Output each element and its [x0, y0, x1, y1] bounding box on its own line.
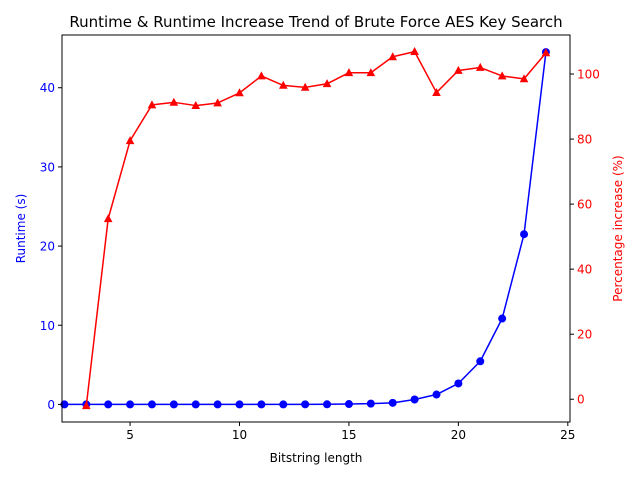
percentage-point [541, 48, 551, 57]
y-axis-left: 0 10 20 30 40 [40, 81, 62, 412]
percentage-point [191, 100, 201, 109]
percentage-point [147, 100, 157, 109]
runtime-point [520, 230, 529, 239]
percentage-point [257, 71, 266, 80]
percentage-point [81, 401, 91, 410]
percentage-point [213, 98, 222, 107]
y-left-tick-label: 30 [40, 160, 55, 174]
runtime-series-line [64, 52, 547, 406]
percentage-point [454, 65, 463, 74]
x-axis-label: Bitstring length [270, 451, 363, 465]
y-right-tick-label: 40 [577, 263, 592, 277]
x-axis: 5 10 15 20 25 [126, 422, 575, 442]
y-right-tick-label: 60 [577, 198, 592, 212]
runtime-point [301, 400, 310, 409]
plot-marks [60, 46, 551, 410]
y-right-tick-label: 100 [577, 68, 600, 82]
x-tick-label: 25 [560, 428, 575, 442]
y-axis-right-label: Percentage increase (%) [611, 155, 625, 301]
percentage-point [366, 68, 376, 77]
runtime-point [366, 399, 375, 408]
runtime-point [257, 400, 266, 409]
percentage-point [235, 88, 244, 97]
percentage-point [300, 82, 310, 91]
runtime-point [147, 400, 156, 409]
percentage-point [519, 74, 529, 83]
y-axis-left-label: Runtime (s) [14, 194, 28, 264]
x-tick-label: 20 [451, 428, 466, 442]
runtime-point [388, 398, 397, 407]
y-left-tick-label: 0 [47, 398, 55, 412]
percentage-point [497, 71, 507, 80]
plot-frame [61, 34, 571, 423]
x-tick-label: 5 [126, 428, 134, 442]
runtime-point [213, 400, 222, 409]
y-left-tick-label: 20 [40, 240, 55, 254]
runtime-point [126, 400, 135, 409]
y-left-tick-label: 40 [40, 81, 55, 95]
percentage-point [103, 214, 113, 223]
chart-title: Runtime & Runtime Increase Trend of Brut… [69, 13, 562, 31]
runtime-point [410, 395, 419, 404]
y-axis-right: 0 20 40 60 80 100 [570, 68, 600, 407]
runtime-point [235, 400, 244, 409]
y-right-tick-label: 0 [577, 393, 585, 407]
percentage-point [125, 136, 135, 145]
runtime-point [498, 314, 507, 323]
x-tick-label: 10 [232, 428, 247, 442]
percentage-point [475, 62, 485, 71]
runtime-point [191, 400, 200, 409]
y-right-tick-label: 20 [577, 328, 592, 342]
runtime-point [104, 400, 113, 409]
percentage-point [410, 46, 419, 55]
runtime-point [454, 379, 463, 388]
percentage-point [278, 80, 288, 89]
runtime-point [279, 400, 288, 409]
percentage-point [388, 52, 398, 61]
runtime-point [323, 400, 332, 409]
y-right-tick-label: 80 [577, 133, 592, 147]
runtime-point [432, 390, 441, 399]
percentage-point [322, 79, 332, 88]
runtime-point [169, 400, 178, 409]
percentage-point [169, 97, 179, 106]
y-left-tick-label: 10 [40, 319, 55, 333]
percentage-series-line [85, 50, 547, 406]
percentage-point [432, 87, 441, 96]
percentage-point [344, 68, 354, 77]
runtime-point [476, 357, 485, 366]
x-tick-label: 15 [341, 428, 356, 442]
runtime-point [344, 400, 353, 409]
